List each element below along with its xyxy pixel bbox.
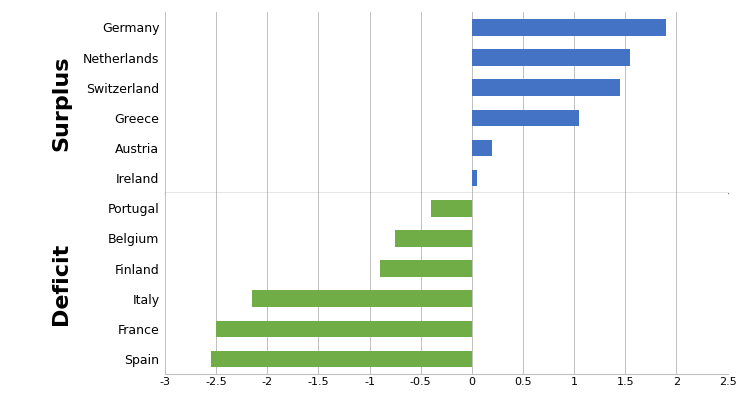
Bar	[472, 170, 477, 186]
Text: Deficit: Deficit	[51, 242, 71, 325]
Bar	[211, 351, 472, 367]
Bar	[472, 19, 666, 36]
Bar	[472, 49, 630, 66]
Bar	[395, 230, 472, 247]
Bar	[472, 109, 579, 126]
Bar	[252, 291, 472, 307]
Bar	[380, 260, 472, 277]
Bar	[216, 321, 472, 337]
Text: Surplus: Surplus	[51, 55, 71, 150]
Bar	[472, 79, 620, 96]
Bar	[472, 140, 492, 156]
Bar	[431, 200, 472, 217]
